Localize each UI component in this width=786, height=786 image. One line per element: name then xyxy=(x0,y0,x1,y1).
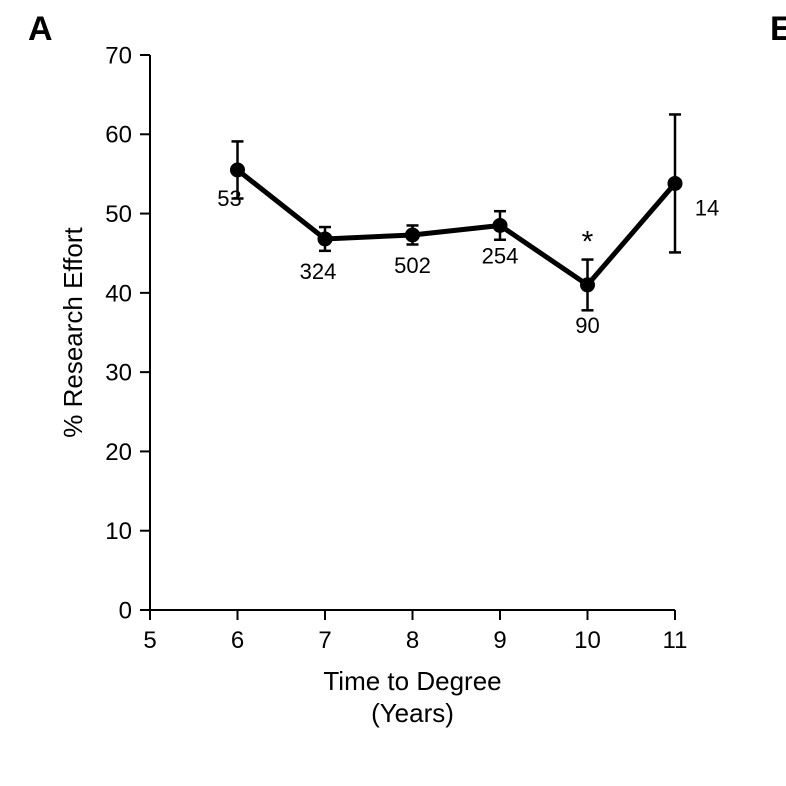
x-axis-label-2: (Years) xyxy=(371,698,454,728)
research-effort-chart: 0 10 20 30 40 50 60 70 5 6 7 8 9 10 11 % Research Effor… xyxy=(0,0,786,786)
svg-text:60: 60 xyxy=(105,122,132,149)
svg-text:40: 40 xyxy=(105,280,132,307)
data-point xyxy=(668,176,682,190)
svg-text:7: 7 xyxy=(318,627,331,654)
svg-text:10: 10 xyxy=(574,627,601,654)
point-n-label: 90 xyxy=(575,313,599,338)
data-point xyxy=(406,228,420,242)
svg-text:11: 11 xyxy=(663,627,688,654)
svg-text:6: 6 xyxy=(231,627,244,654)
svg-text:50: 50 xyxy=(105,201,132,228)
svg-text:8: 8 xyxy=(406,627,419,654)
svg-text:9: 9 xyxy=(493,627,506,654)
x-axis-label-1: Time to Degree xyxy=(323,666,501,696)
data-point xyxy=(231,163,245,177)
svg-text:5: 5 xyxy=(143,627,156,654)
svg-text:30: 30 xyxy=(105,360,132,387)
svg-text:10: 10 xyxy=(105,518,132,545)
point-n-label: 502 xyxy=(394,253,431,278)
point-n-label: 254 xyxy=(482,243,519,268)
svg-text:70: 70 xyxy=(105,42,132,69)
significance-asterisk: * xyxy=(582,226,594,259)
data-point xyxy=(581,278,595,292)
data-point xyxy=(493,218,507,232)
data-point xyxy=(318,232,332,246)
svg-text:0: 0 xyxy=(119,597,132,624)
point-n-label: 53 xyxy=(217,186,241,211)
point-n-label: 324 xyxy=(300,259,337,284)
y-axis-label: % Research Effort xyxy=(58,226,88,437)
point-n-label: 14 xyxy=(695,195,719,220)
svg-text:20: 20 xyxy=(105,439,132,466)
